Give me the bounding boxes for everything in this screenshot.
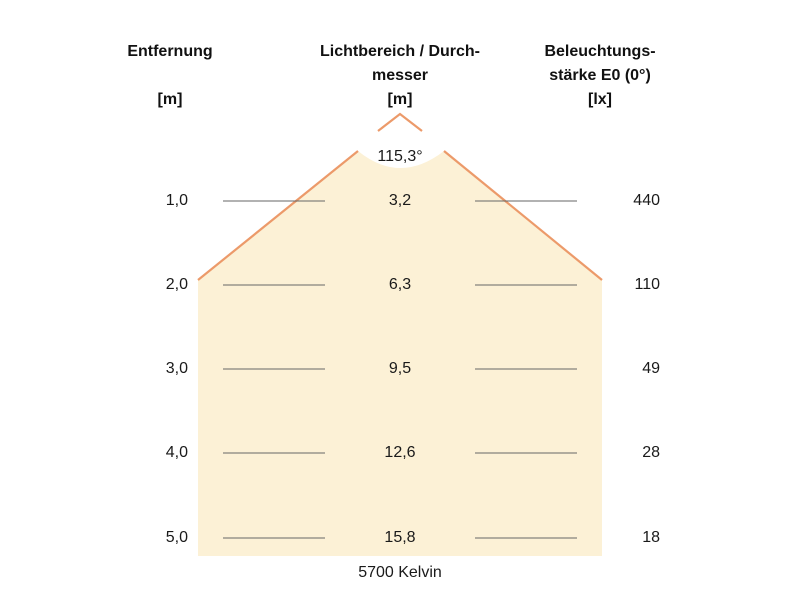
light-cone-fill xyxy=(198,151,602,556)
illuminance-header-label-line2: stärke E0 (0°) xyxy=(549,67,651,84)
distance-value: 1,0 xyxy=(165,192,188,209)
illuminance-value: 440 xyxy=(633,192,660,209)
color-temperature-label: 5700 Kelvin xyxy=(358,564,442,581)
distance-value: 3,0 xyxy=(165,360,188,377)
beam-edge-left xyxy=(197,150,359,281)
distance-header: Entfernung [m] xyxy=(110,40,230,112)
diameter-header: Lichtbereich / Durch- messer [m] xyxy=(300,40,500,112)
distance-value: 4,0 xyxy=(165,444,188,461)
beam-angle-label: 115,3° xyxy=(377,148,423,165)
beam-edge-right xyxy=(443,150,603,281)
diameter-header-label-line1: Lichtbereich / Durch- xyxy=(319,43,481,60)
diameter-value: 3,2 xyxy=(388,192,412,209)
illuminance-value: 49 xyxy=(642,360,660,377)
distance-value: 5,0 xyxy=(165,529,188,546)
diameter-value: 9,5 xyxy=(388,360,412,377)
illuminance-header-unit: [lx] xyxy=(588,91,612,108)
diameter-header-label-line2: messer xyxy=(371,67,429,84)
diameter-value: 6,3 xyxy=(388,276,412,293)
diameter-value: 15,8 xyxy=(384,529,416,546)
illuminance-value: 18 xyxy=(642,529,660,546)
luminaire-apex-marker xyxy=(377,112,423,132)
row-lines xyxy=(223,200,577,539)
illuminance-value: 110 xyxy=(634,276,660,293)
diameter-value: 12,6 xyxy=(384,444,416,461)
distance-header-label: Entfernung xyxy=(127,43,213,60)
distance-value: 2,0 xyxy=(165,276,188,293)
illuminance-header-label-line1: Beleuchtungs- xyxy=(544,43,656,60)
diameter-header-unit: [m] xyxy=(387,91,413,108)
illuminance-header: Beleuchtungs- stärke E0 (0°) [lx] xyxy=(520,40,680,112)
illuminance-value: 28 xyxy=(642,444,660,461)
distance-header-unit: [m] xyxy=(157,91,183,108)
